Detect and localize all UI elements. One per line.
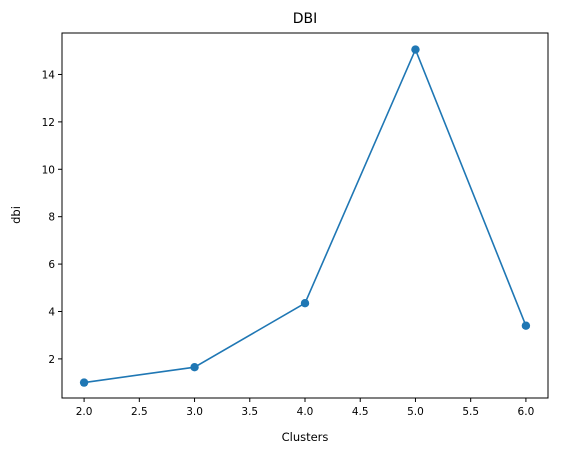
series-line [83,47,527,384]
x-tick-label: 5.0 [407,406,424,418]
y-axis-label: dbi [9,206,23,224]
data-point [300,298,310,308]
axes-frame [61,32,549,399]
x-tick-label: 3.0 [186,406,203,418]
y-axis-ticks: 2 4 6 8 10 12 14 [42,69,62,366]
x-tick-label: 2.0 [76,406,93,418]
y-tick-label: 4 [48,306,55,318]
y-tick-label: 6 [48,259,55,271]
y-tick-label: 8 [48,212,55,224]
x-axis-ticks: 2.0 2.5 3.0 3.5 4.0 4.5 5.0 5.5 6.0 [76,398,535,418]
chart-title: DBI [293,11,318,27]
y-tick-label: 10 [42,164,55,176]
y-tick-label: 14 [42,69,56,81]
y-tick-label: 12 [42,117,55,129]
x-axis-label: Clusters [282,430,329,444]
x-tick-label: 3.5 [241,406,258,418]
x-tick-label: 5.5 [462,406,479,418]
plot-area [79,45,531,387]
x-tick-label: 2.5 [131,406,148,418]
y-tick-label: 2 [48,354,55,366]
x-tick-label: 4.5 [352,406,369,418]
data-point [190,362,199,372]
data-point [79,378,89,387]
data-point [521,321,531,330]
x-tick-label: 4.0 [297,406,314,418]
data-point [411,45,420,54]
x-tick-label: 6.0 [518,406,535,418]
